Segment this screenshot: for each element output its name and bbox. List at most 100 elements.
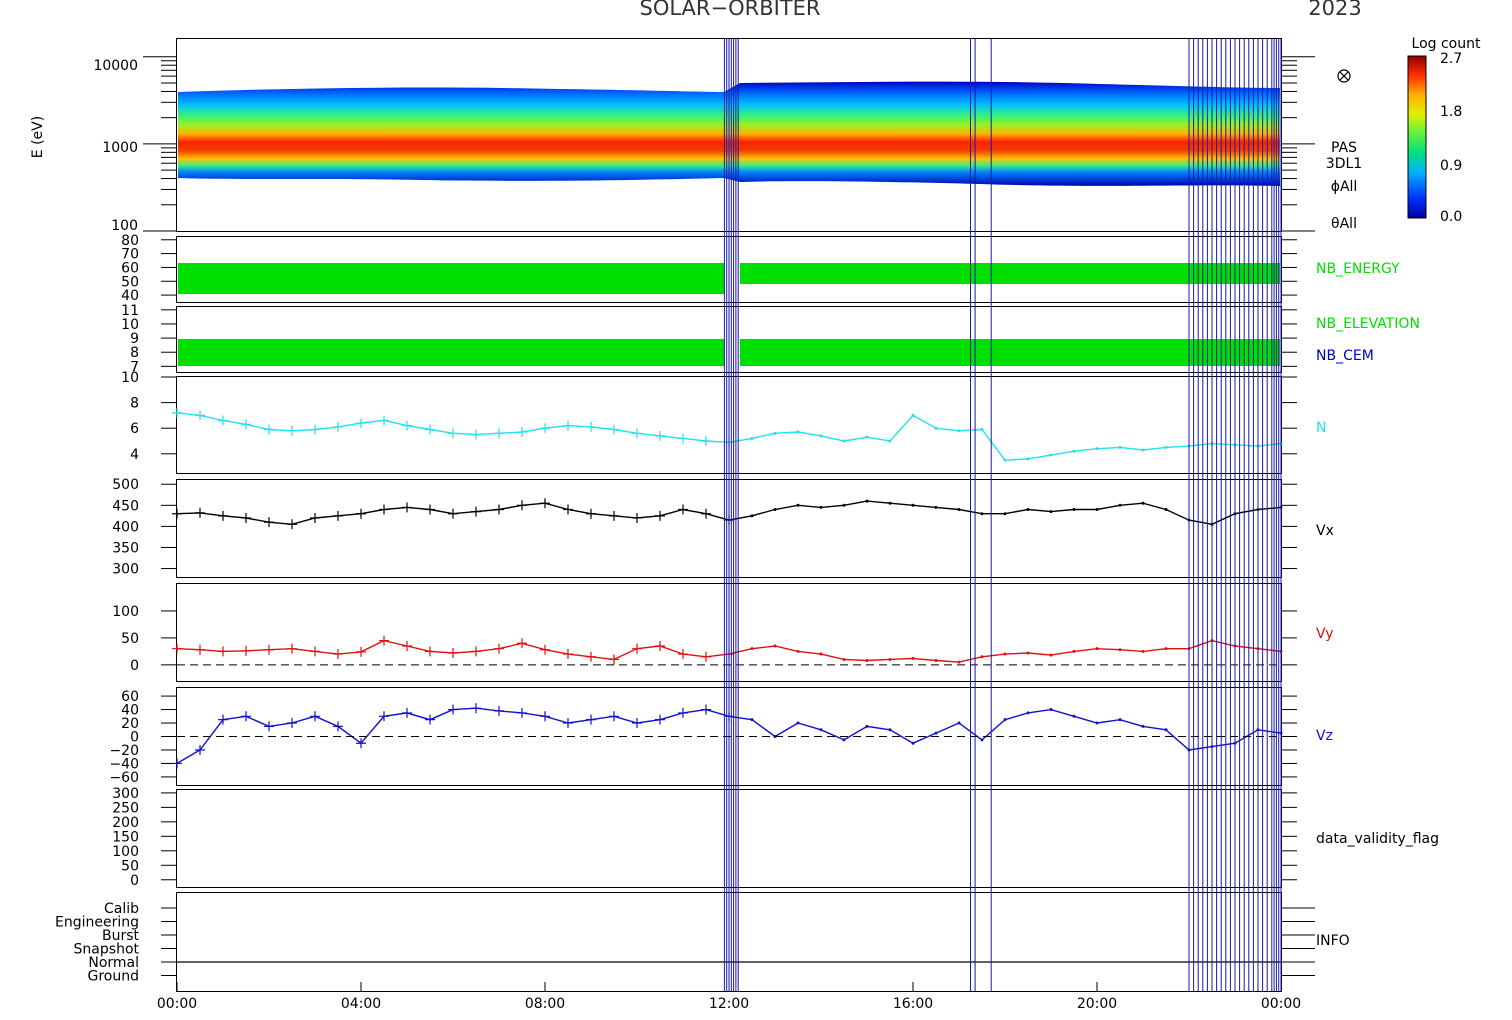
x-tick-label-5: 20:00 — [1077, 996, 1117, 1012]
vx-point-1 — [195, 507, 205, 518]
density-point-7 — [333, 421, 343, 432]
axis-ticks — [143, 56, 1315, 991]
vz-point-16 — [540, 711, 550, 722]
axis-labels: 8070605040111098710864500450400350300100… — [55, 233, 1439, 1012]
3dl1-label: 3DL1 — [1326, 156, 1362, 172]
vy-point-30 — [865, 659, 869, 663]
vx-point-13 — [471, 506, 481, 517]
vz-point-25 — [750, 718, 754, 722]
vy-point-10 — [402, 640, 412, 651]
vz-point-9 — [379, 711, 389, 722]
vx-point-18 — [586, 508, 596, 519]
vy-point-34 — [957, 660, 961, 664]
plot-title: SOLAR−ORBITER — [639, 0, 820, 20]
density-point-3 — [241, 419, 251, 430]
vy-point-18 — [586, 651, 596, 662]
vz-label: Vz — [1316, 728, 1333, 744]
validity-label: data_validity_flag — [1316, 831, 1439, 847]
vz-point-4 — [264, 721, 274, 732]
vz-point-11 — [425, 714, 435, 725]
vy-point-40 — [1095, 647, 1099, 651]
vx-point-33 — [934, 505, 938, 509]
vy-point-39 — [1072, 649, 1076, 653]
vx-point-14 — [494, 504, 504, 515]
vz-ytick-label-5: −40 — [109, 756, 139, 772]
vz-point-31 — [888, 728, 892, 732]
validity-ytick-label-6: 0 — [130, 873, 139, 889]
vx-ytick-label-4: 300 — [112, 562, 139, 578]
vz-point-12 — [448, 704, 458, 715]
density-point-11 — [425, 424, 435, 435]
vz-point-35 — [980, 738, 984, 742]
nb-energy-ytick-label-2: 60 — [121, 260, 139, 276]
density-point-37 — [1026, 457, 1030, 461]
nb-energy-label: NB_ENERGY — [1316, 261, 1400, 277]
validity-ytick-label-0: 300 — [112, 786, 139, 802]
vy-ytick-label-1: 50 — [121, 631, 139, 647]
density-point-27 — [796, 430, 800, 434]
vx-point-6 — [310, 512, 320, 523]
vy-ytick-label-2: 0 — [130, 658, 139, 674]
otimes-icon — [1337, 69, 1351, 83]
nb-elevation-ytick-label-1: 10 — [121, 317, 139, 333]
vx-point-12 — [448, 508, 458, 519]
vz-ytick-label-3: 0 — [130, 730, 139, 746]
vx-point-20 — [632, 512, 642, 523]
vx-ytick-label-0: 500 — [112, 477, 139, 493]
vz-point-1 — [195, 744, 205, 755]
vy-point-25 — [750, 647, 754, 651]
vx-point-34 — [957, 508, 961, 512]
vy-point-3 — [241, 645, 251, 656]
vy-point-22 — [678, 649, 688, 660]
density-point-41 — [1118, 445, 1122, 449]
density-point-39 — [1072, 449, 1076, 453]
vx-point-2 — [218, 510, 228, 521]
nb-elevation-bar-pm — [740, 339, 1280, 366]
nb-elevation-ytick-label-3: 8 — [130, 345, 139, 361]
nb-elevation-label: NB_ELEVATION — [1316, 316, 1420, 332]
vz-ytick-label-0: 60 — [121, 689, 139, 705]
validity-ytick-label-5: 50 — [121, 858, 139, 874]
vy-point-33 — [934, 659, 938, 663]
density-point-22 — [678, 433, 688, 444]
vz-point-32 — [911, 741, 915, 745]
vx-point-32 — [911, 503, 915, 507]
vy-point-19 — [609, 654, 619, 665]
vx-point-22 — [678, 504, 688, 515]
vx-point-26 — [773, 508, 777, 512]
vy-point-0 — [172, 643, 182, 654]
vy-point-12 — [448, 647, 458, 658]
density-point-28 — [819, 434, 823, 438]
vy-label: Vy — [1316, 626, 1334, 642]
vz-point-27 — [796, 721, 800, 725]
density-point-25 — [750, 436, 754, 440]
vy-point-13 — [471, 646, 481, 657]
plot-title-year: 2023 — [1308, 0, 1361, 20]
validity-ytick-label-4: 100 — [112, 844, 139, 860]
vx-ytick-label-2: 400 — [112, 519, 139, 535]
density-point-2 — [218, 415, 228, 426]
nb-energy-ytick-label-4: 40 — [121, 288, 139, 304]
density-point-20 — [632, 428, 642, 439]
vx-point-0 — [172, 508, 182, 519]
vx-point-27 — [796, 503, 800, 507]
vx-point-21 — [655, 510, 665, 521]
vy-point-35 — [980, 655, 984, 659]
vy-point-23 — [701, 651, 711, 662]
vx-point-7 — [333, 510, 343, 521]
vz-ytick-label-2: 20 — [121, 716, 139, 732]
vz-point-10 — [402, 707, 412, 718]
nb-energy-bar-pm — [740, 263, 1280, 284]
vx-point-28 — [819, 505, 823, 509]
vz-point-30 — [865, 724, 869, 728]
vx-point-5 — [287, 519, 297, 530]
vz-point-15 — [517, 707, 527, 718]
nb-elevation-bars — [178, 339, 1280, 366]
nb-energy-ytick-label-3: 50 — [121, 274, 139, 290]
density-point-40 — [1095, 447, 1099, 451]
vz-point-8 — [356, 738, 366, 749]
density-point-9 — [379, 415, 389, 426]
info-ytick-label-3: Snapshot — [74, 942, 140, 958]
vz-point-40 — [1095, 721, 1099, 725]
density-ytick-label-1: 8 — [130, 396, 139, 412]
